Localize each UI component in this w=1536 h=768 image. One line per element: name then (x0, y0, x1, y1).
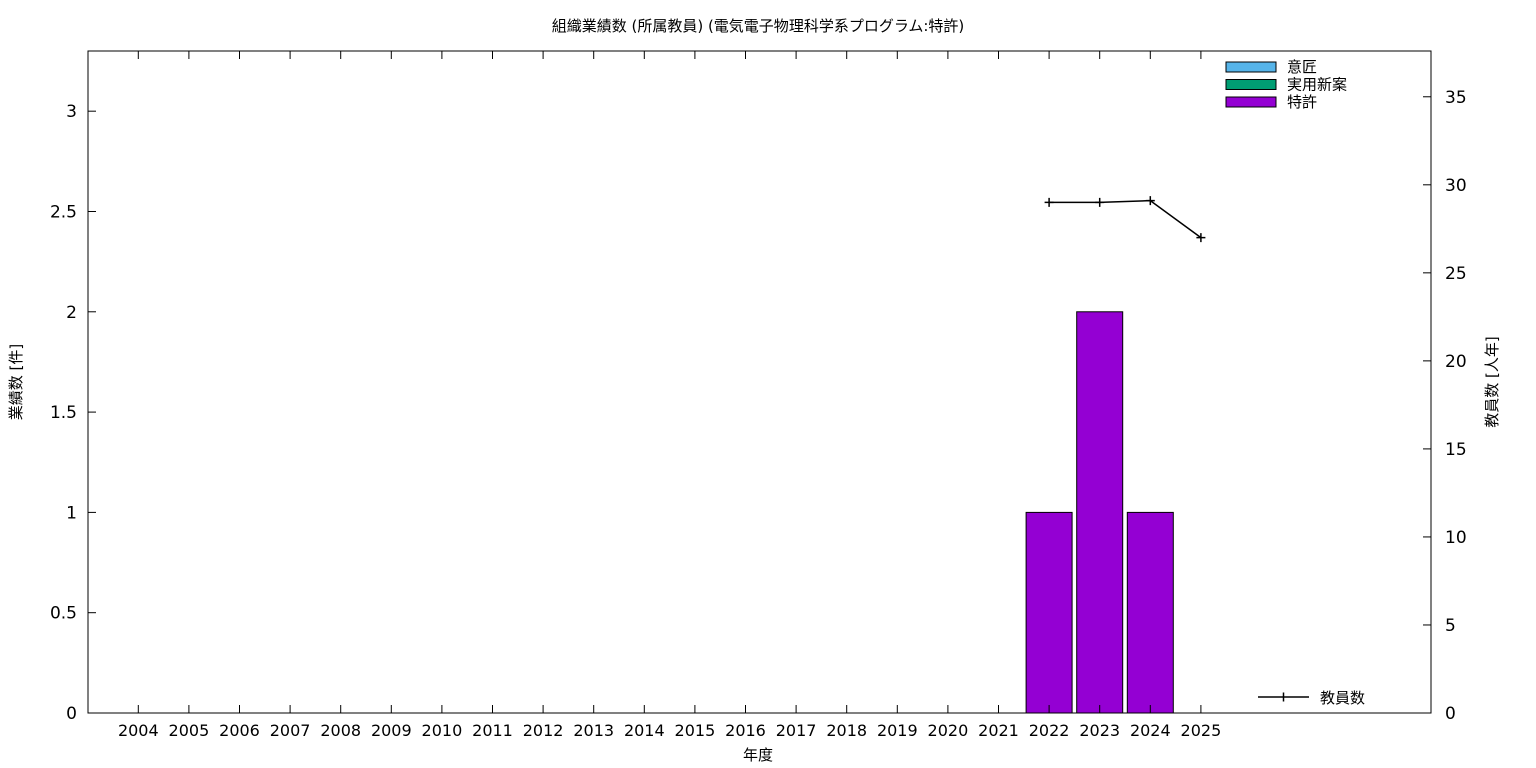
line-point-2022 (1044, 197, 1054, 207)
y-tick-label-1.5: 1.5 (50, 403, 77, 423)
x-tick-label-2025: 2025 (1181, 721, 1222, 740)
line-layer (1044, 196, 1206, 243)
x-tick-label-2022: 2022 (1029, 721, 1070, 740)
x-tick-label-2021: 2021 (978, 721, 1019, 740)
legend-swatch-0 (1225, 61, 1277, 73)
legend-line-label: 教員数 (1320, 689, 1365, 707)
legend-label-2: 特許 (1287, 93, 1317, 111)
y-tick-label-0.5: 0.5 (50, 604, 77, 624)
bar-2023-s2 (1076, 311, 1124, 714)
y-tick-label-3: 3 (66, 102, 77, 122)
x-tick-label-2010: 2010 (422, 721, 463, 740)
y2-tick-label-10: 10 (1445, 528, 1467, 548)
y2-tick-label-0: 0 (1445, 704, 1456, 724)
y2-tick-label-15: 15 (1445, 440, 1467, 460)
bar-2022-s2 (1025, 511, 1073, 714)
x-tick-label-2007: 2007 (270, 721, 311, 740)
legend-swatch-1 (1225, 79, 1277, 90)
x-axis-label: 年度 (743, 746, 773, 764)
bars-layer (1025, 311, 1174, 714)
legend-swatch-2 (1225, 96, 1277, 108)
chart-title: 組織業績数 (所属教員) (電気電子物理科学系プログラム:特許) (552, 17, 965, 35)
x-tick-label-2019: 2019 (877, 721, 918, 740)
legend-label-1: 実用新案 (1287, 76, 1347, 94)
y2-tick-label-35: 35 (1445, 88, 1467, 108)
axes-layer: 2004 2005 2006 2007 2008 2009 2010 2011 2012 2013… (50, 50, 1467, 740)
line-point-2023 (1095, 197, 1105, 207)
y2-axis-label: 教員数 [人年] (1483, 336, 1501, 427)
x-tick-label-2017: 2017 (776, 721, 817, 740)
y2-tick-label-30: 30 (1445, 176, 1467, 196)
x-tick-label-2009: 2009 (371, 721, 412, 740)
y2-tick-label-5: 5 (1445, 616, 1456, 636)
x-tick-label-2008: 2008 (320, 721, 361, 740)
x-tick-label-2012: 2012 (523, 721, 564, 740)
x-tick-label-2015: 2015 (675, 721, 716, 740)
line-point-2025 (1196, 233, 1206, 243)
x-tick-label-2005: 2005 (169, 721, 210, 740)
y-tick-label-1: 1 (66, 503, 77, 523)
y-tick-label-2.5: 2.5 (50, 202, 77, 222)
legend-label-0: 意匠 (1287, 58, 1317, 76)
x-tick-label-2004: 2004 (118, 721, 159, 740)
x-tick-label-2011: 2011 (472, 721, 513, 740)
plot-frame (87, 50, 1432, 714)
x-tick-label-2023: 2023 (1079, 721, 1120, 740)
x-tick-label-2006: 2006 (219, 721, 260, 740)
x-tick-label-2018: 2018 (826, 721, 867, 740)
y-tick-label-0: 0 (66, 704, 77, 724)
y-tick-label-2: 2 (66, 303, 77, 323)
bar-2024-s2 (1126, 511, 1174, 714)
y2-tick-label-20: 20 (1445, 352, 1467, 372)
line-point-2024 (1145, 196, 1155, 206)
x-tick-label-2016: 2016 (725, 721, 766, 740)
y2-tick-label-25: 25 (1445, 264, 1467, 284)
x-tick-label-2020: 2020 (928, 721, 969, 740)
y-axis-label: 業績数 [件] (7, 344, 25, 420)
x-tick-label-2014: 2014 (624, 721, 665, 740)
x-tick-label-2024: 2024 (1130, 721, 1171, 740)
x-tick-label-2013: 2013 (573, 721, 614, 740)
line-series-path (1049, 199, 1202, 239)
